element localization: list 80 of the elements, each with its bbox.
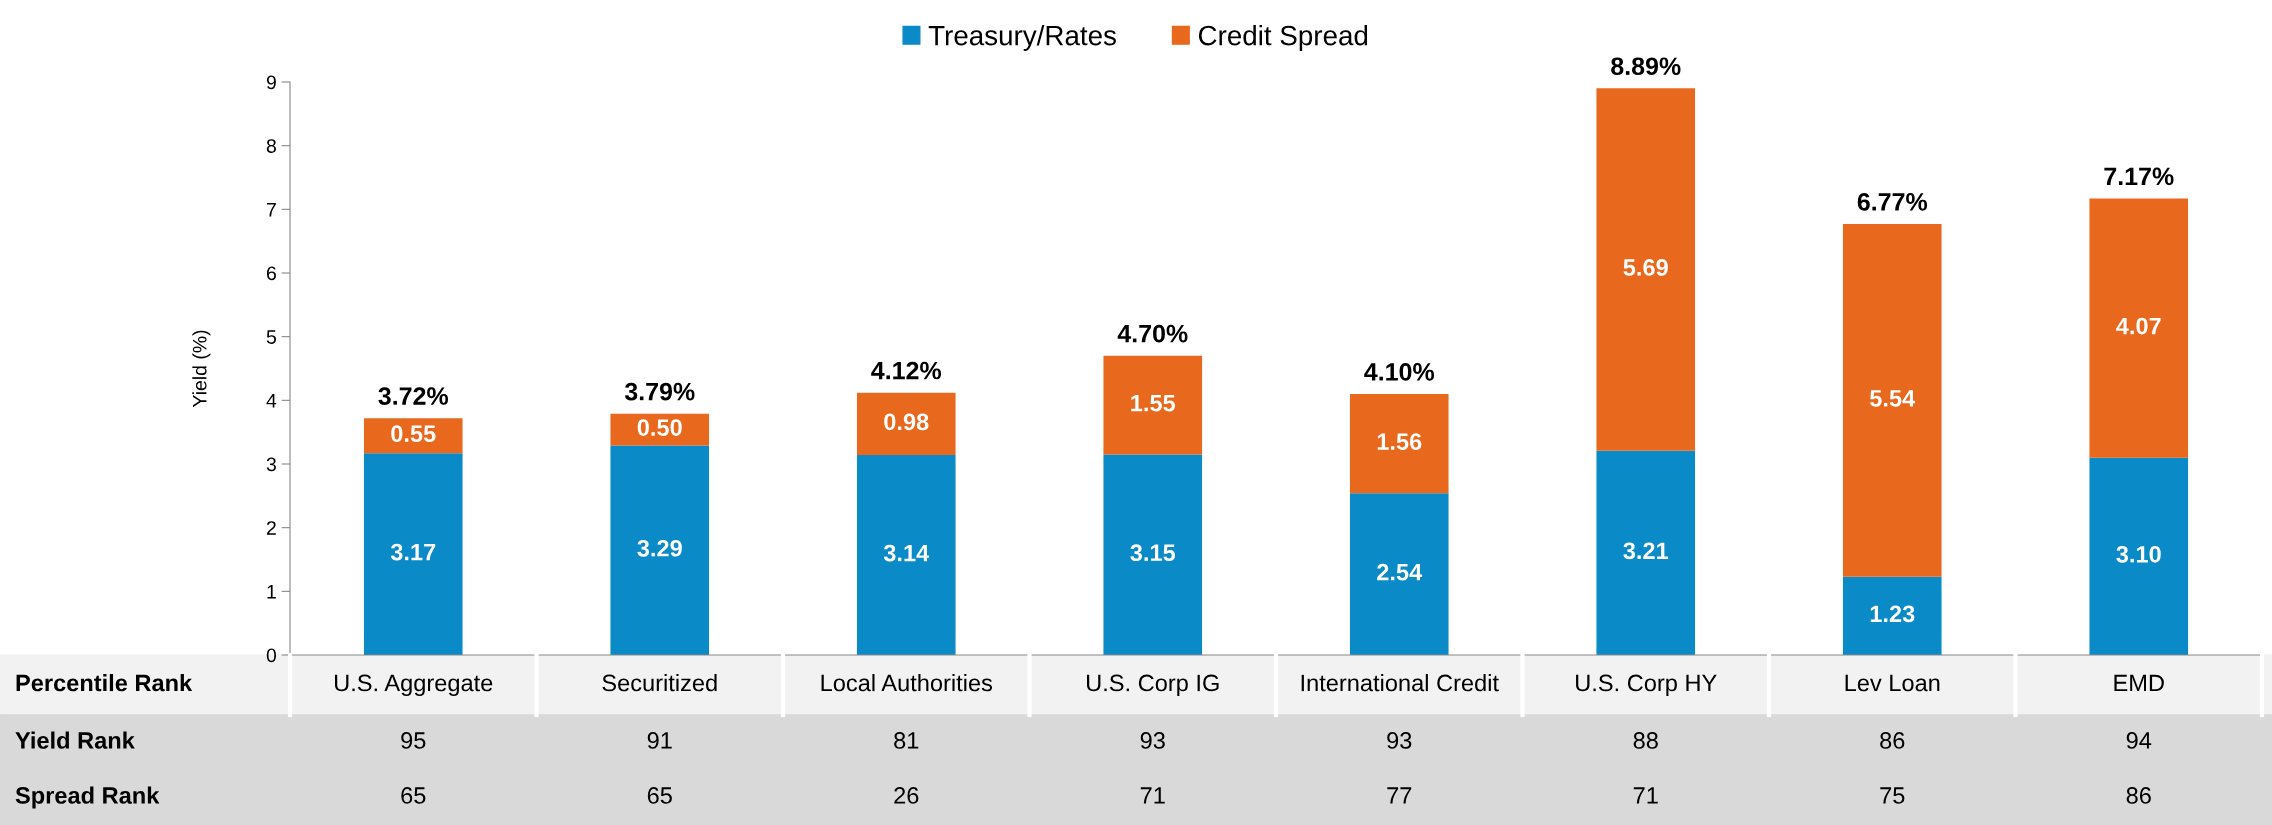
bar: [1596, 88, 1696, 451]
data-label: 1.55: [1131, 394, 1176, 412]
y-tick-label: 4: [266, 394, 277, 408]
x-tick-label: U.S. Corp IG: [1087, 674, 1219, 697]
data-label: 3.15: [1130, 544, 1176, 562]
total-label: 6.77%: [1857, 193, 1928, 211]
x-tick-label: Securitized: [602, 673, 717, 692]
text: 93: [1387, 732, 1412, 749]
total-label: 3.79%: [624, 382, 695, 401]
bar: [2089, 457, 2189, 655]
x-tick-label: EMD: [2114, 674, 2164, 692]
bar: [610, 445, 710, 655]
data-label: 3.29: [637, 539, 682, 557]
data-label: 0.98: [884, 413, 929, 431]
bar: [1349, 493, 1449, 655]
text: 75: [1880, 787, 1905, 804]
bar: [363, 418, 463, 454]
text: Percentile Rank: [16, 673, 193, 692]
legend-label: Credit Spread: [1198, 25, 1368, 51]
bar: [610, 413, 710, 446]
y-tick-label: 7: [266, 203, 276, 217]
total-label: 4.70%: [1117, 324, 1188, 343]
y-tick-label: 0: [266, 648, 277, 663]
text: 71: [1140, 787, 1165, 804]
data-label: 3.14: [883, 544, 930, 562]
y-tick-label: 5: [266, 330, 276, 344]
y-tick-label: 9: [266, 75, 276, 90]
x-tick-label: Lev Loan: [1845, 674, 1940, 692]
bar: [1349, 393, 1449, 494]
bar: [856, 392, 956, 456]
y-tick-label: 2: [266, 521, 276, 535]
data-label: 3.10: [2116, 545, 2161, 563]
text: 86: [2126, 787, 2151, 804]
bar: [1842, 223, 1942, 577]
x-tick-label: International Credit: [1301, 673, 1499, 692]
data-label: 0.55: [391, 425, 436, 443]
text: 26: [894, 787, 919, 804]
text: 88: [1633, 732, 1658, 749]
data-label: 0.50: [637, 419, 682, 436]
bar: [1842, 576, 1942, 655]
total-label: 3.72%: [378, 387, 449, 405]
data-label: 3.17: [390, 543, 436, 561]
data-label: 5.54: [1870, 390, 1916, 407]
bar: [363, 453, 463, 655]
y-tick-label: 8: [266, 139, 276, 153]
total-label: 8.89%: [1611, 57, 1681, 76]
data-label: 1.23: [1870, 605, 1915, 623]
data-label: 5.69: [1623, 259, 1668, 276]
text: 93: [1140, 732, 1165, 749]
data-label: 2.54: [1377, 563, 1423, 581]
data-label: 3.21: [1623, 542, 1669, 560]
x-tick-label: U.S. Aggregate: [335, 674, 493, 697]
text: 95: [401, 732, 426, 749]
y-tick-label: 6: [266, 266, 276, 281]
text: Yield Rank: [15, 731, 135, 749]
bar: [2089, 198, 2189, 458]
x-tick-label: Local Authorities: [821, 673, 993, 692]
total-label: 7.17%: [2104, 167, 2174, 186]
text: 86: [1880, 732, 1905, 749]
bar: [1103, 355, 1203, 455]
bar: [1103, 454, 1203, 655]
y-tick-label: 3: [266, 457, 276, 472]
y-tick-label: 1: [267, 585, 276, 599]
bar: [1596, 450, 1696, 655]
text: 71: [1633, 787, 1658, 804]
data-label: 1.56: [1377, 433, 1422, 450]
total-label: 4.10%: [1364, 362, 1435, 381]
text: 94: [2126, 732, 2152, 749]
y-axis-title: Yield (%): [192, 330, 211, 408]
text: 65: [647, 787, 672, 804]
total-label: 4.12%: [871, 361, 942, 380]
data-label: 4.07: [2116, 317, 2161, 335]
text: 91: [647, 732, 672, 749]
legend-label: Treasury/Rates: [928, 25, 1116, 51]
bar: [856, 455, 956, 655]
text: 77: [1387, 787, 1412, 804]
x-tick-label: U.S. Corp HY: [1576, 674, 1717, 697]
text: Spread Rank: [15, 786, 160, 809]
text: 81: [894, 732, 919, 749]
text: 65: [401, 787, 426, 804]
